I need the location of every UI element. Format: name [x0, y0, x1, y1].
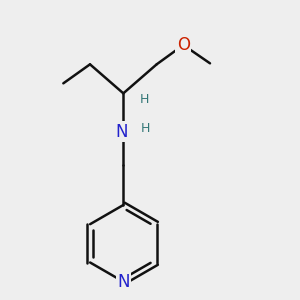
- Text: O: O: [177, 36, 190, 54]
- Text: H: H: [139, 93, 149, 106]
- Text: H: H: [140, 122, 150, 135]
- Text: N: N: [117, 273, 130, 291]
- Text: N: N: [116, 123, 128, 141]
